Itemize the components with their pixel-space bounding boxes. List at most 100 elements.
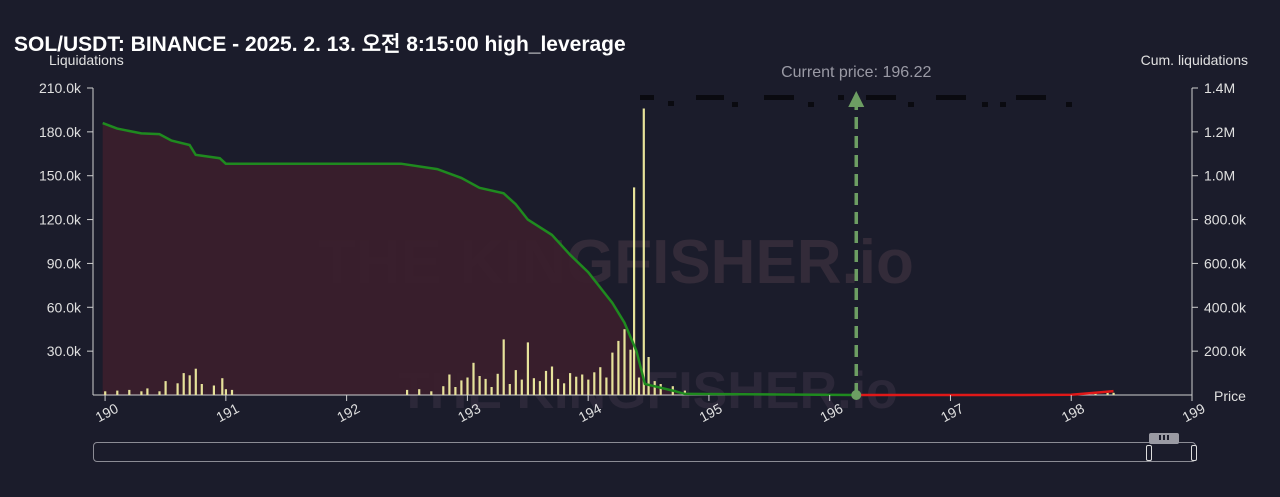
y-tick-label: 210.0k (39, 80, 82, 96)
liquidation-bar (430, 391, 433, 395)
liquidation-bar (484, 378, 487, 395)
liquidation-bar (508, 384, 511, 395)
liquidation-bar (642, 108, 645, 395)
liquidation-bar (158, 391, 161, 395)
liquidation-bar (182, 373, 185, 395)
liquidation-bar (587, 379, 590, 395)
liquidation-bar (611, 352, 614, 395)
y-axis-title: Liquidations (49, 52, 124, 68)
x-axis-title: Price (1214, 388, 1246, 404)
annotation-marker (1066, 102, 1072, 107)
liquidation-bar (221, 378, 224, 395)
liquidation-bar (538, 381, 541, 395)
annotation-marker (764, 95, 794, 100)
y2-tick-label: 200.0k (1204, 343, 1247, 359)
liquidation-bar (454, 387, 457, 395)
x-tick-label: 198 (1059, 400, 1087, 425)
liquidation-bar (104, 391, 107, 395)
current-price-dot (851, 390, 862, 400)
annotation-marker (908, 102, 914, 107)
range-handle-right[interactable] (1191, 445, 1197, 461)
x-tick-label: 191 (213, 400, 241, 425)
y-tick-label: 180.0k (39, 124, 82, 140)
liquidation-bar (659, 384, 662, 395)
range-scrollbar[interactable] (93, 442, 1196, 462)
liquidation-bar (514, 370, 517, 395)
liquidation-bar (526, 342, 529, 395)
liquidation-bar (224, 389, 227, 395)
annotation-marker (838, 95, 844, 100)
liquidation-bar (1112, 392, 1115, 395)
annotation-marker (936, 95, 966, 100)
liquidation-bar (194, 368, 197, 395)
cum-liquidations-short-line (102, 121, 857, 397)
liquidation-bar (623, 329, 626, 395)
liquidation-bar (406, 389, 409, 395)
liquidation-bar (212, 385, 215, 395)
y2-tick-label: 1.4M (1204, 80, 1235, 96)
x-tick-label: 199 (1180, 400, 1208, 425)
liquidation-bar (418, 389, 421, 395)
annotation-marker (982, 102, 988, 107)
scrollbar-grip[interactable] (1149, 433, 1179, 444)
y2-tick-label: 600.0k (1204, 255, 1247, 271)
y-tick-label: 60.0k (47, 299, 82, 315)
liquidation-bar (569, 373, 572, 395)
x-tick-label: 190 (93, 400, 121, 425)
liquidation-bar (550, 366, 554, 395)
annotation-marker (668, 101, 674, 106)
liquidation-bar (116, 390, 119, 395)
liquidation-bar (128, 389, 131, 395)
liquidation-bar (544, 370, 548, 395)
liquidation-bar (563, 383, 566, 395)
x-tick-label: 192 (334, 400, 362, 425)
liquidation-bar (520, 379, 523, 395)
liquidation-bar (617, 340, 620, 395)
liquidation-bar (164, 381, 167, 395)
liquidation-bar (478, 376, 481, 395)
cum-liquidations-long-line (856, 389, 1114, 397)
liquidation-chart: THE KINGFISHER.ioTHE KINGFISHER.io Curre… (39, 64, 1247, 425)
y2-axis-title: Cum. liquidations (1140, 52, 1248, 68)
annotation-marker (732, 102, 738, 107)
y2-tick-label: 1.0M (1204, 168, 1235, 184)
liquidation-bar (448, 374, 451, 395)
chart-title: SOL/USDT: BINANCE - 2025. 2. 13. 오전 8:15… (14, 33, 626, 56)
y-tick-label: 30.0k (47, 343, 82, 359)
y-tick-label: 120.0k (39, 212, 82, 228)
annotation-marker (640, 95, 654, 100)
y2-tick-label: 1.2M (1204, 124, 1235, 140)
current-price-arrow (848, 91, 865, 107)
y-tick-label: 150.0k (39, 168, 82, 184)
liquidation-bar (460, 380, 463, 395)
liquidation-bar (466, 377, 469, 395)
liquidation-bar (581, 374, 584, 395)
annotation-marker (808, 102, 814, 107)
annotation-marker (866, 95, 896, 100)
cum-liquidations-fill (102, 123, 857, 395)
liquidation-bar (472, 362, 475, 395)
x-tick-label: 197 (938, 400, 966, 425)
liquidation-bar (200, 384, 203, 395)
liquidation-bar (532, 378, 535, 395)
liquidation-bar (593, 372, 596, 395)
liquidation-bar (442, 386, 445, 395)
liquidation-bar (230, 389, 234, 395)
y2-tick-label: 800.0k (1204, 212, 1247, 228)
annotation-marker (1000, 102, 1006, 107)
liquidation-bar (633, 187, 636, 395)
annotation-marker (1016, 95, 1046, 100)
liquidation-bar (629, 349, 632, 395)
liquidation-bar (1106, 392, 1109, 395)
liquidation-bar (599, 367, 602, 395)
liquidation-bar (653, 381, 656, 395)
liquidation-bar (557, 378, 560, 395)
liquidation-bar (605, 377, 608, 395)
liquidation-bar (496, 373, 499, 395)
liquidation-bar (490, 387, 493, 395)
range-handle-left[interactable] (1146, 445, 1152, 461)
liquidation-bar (140, 391, 143, 395)
liquidation-bar (188, 375, 191, 395)
liquidation-bar (176, 383, 179, 395)
liquidation-bar (637, 377, 641, 395)
